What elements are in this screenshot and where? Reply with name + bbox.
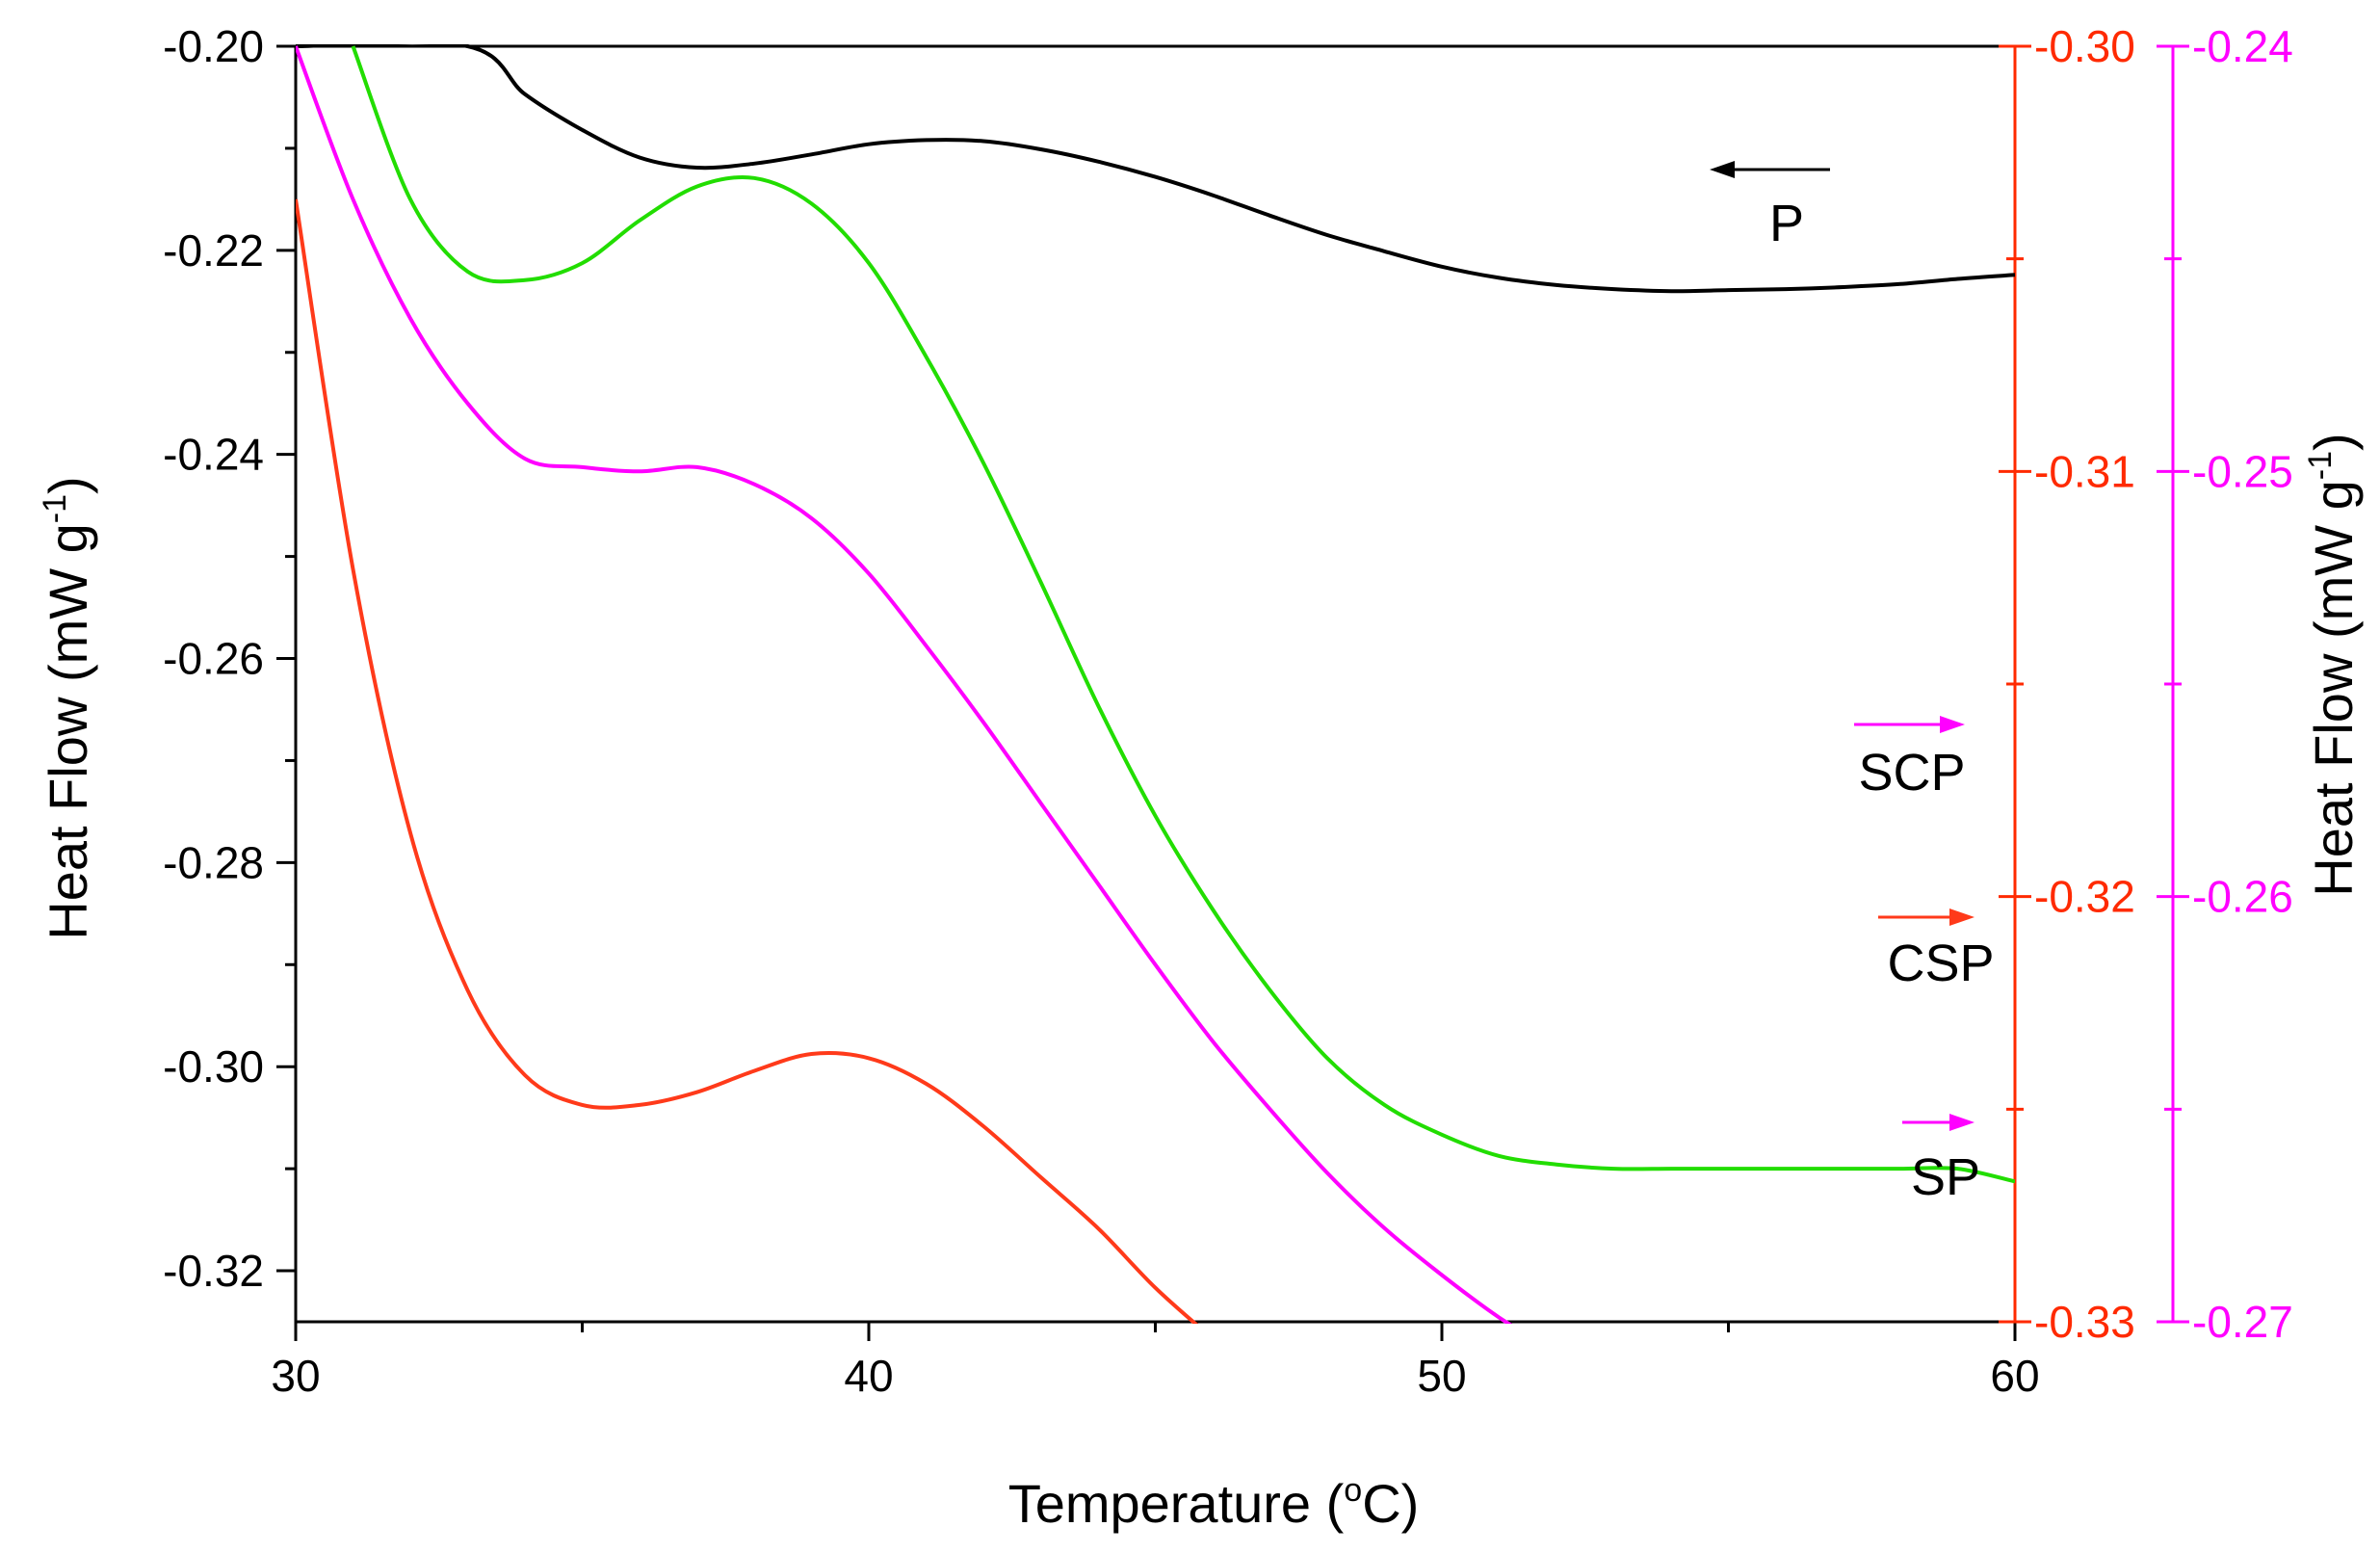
series-label-csp: CSP: [1887, 934, 1994, 992]
series-layer: [296, 44, 2015, 1324]
series-line-p: [296, 44, 2015, 294]
y-magenta-tick-label: -0.24: [2192, 21, 2293, 71]
annotations-layer: P SCP CSP SP: [1710, 161, 1995, 1206]
y-axis-left-title: Heat Flow (mW g-1): [37, 476, 98, 939]
series-line-sp: [296, 45, 1513, 1324]
y-red-tick-label: -0.32: [2034, 872, 2135, 922]
x-tick-label: 60: [1990, 1351, 2039, 1401]
y-left-tick-label: -0.20: [163, 21, 264, 71]
series-label-scp: SCP: [1858, 744, 1965, 802]
arrow-head-scp: [1940, 716, 1965, 733]
arrow-head-p: [1710, 161, 1735, 178]
y-left-tick-label: -0.24: [163, 430, 264, 480]
axes-layer: 30 40 50 60 -0.20 -0.22 -0.24 -0.26 -0.28 -0.30 -0…: [163, 21, 2293, 1401]
y-magenta-tick-label: -0.27: [2192, 1297, 2293, 1347]
series-line-scp: [351, 45, 2015, 1184]
y-left-tick-label: -0.28: [163, 837, 264, 887]
y-magenta-tick-label: -0.25: [2192, 446, 2293, 496]
arrow-head-sp: [1949, 1114, 1975, 1131]
y-red-tick-label: -0.31: [2034, 446, 2135, 496]
y-magenta-tick-label: -0.26: [2192, 872, 2293, 922]
y-left-tick-label: -0.32: [163, 1246, 264, 1296]
x-tick-label: 50: [1417, 1351, 1466, 1401]
series-label-p: P: [1769, 195, 1804, 252]
y-axis-right-title: Heat Flow (mW g-1): [2302, 433, 2364, 896]
y-left-tick-label: -0.26: [163, 634, 264, 684]
series-line-csp: [296, 198, 1199, 1324]
y-left-tick-label: -0.22: [163, 225, 264, 276]
x-tick-label: 40: [844, 1351, 893, 1401]
series-label-sp: SP: [1911, 1148, 1980, 1206]
arrow-head-csp: [1949, 908, 1975, 926]
x-tick-label: 30: [271, 1351, 320, 1401]
x-axis-title: Temperature (oC): [1008, 1472, 1420, 1534]
y-left-tick-label: -0.30: [163, 1041, 264, 1092]
y-red-tick-label: -0.33: [2034, 1297, 2135, 1347]
y-red-tick-label: -0.30: [2034, 21, 2135, 71]
